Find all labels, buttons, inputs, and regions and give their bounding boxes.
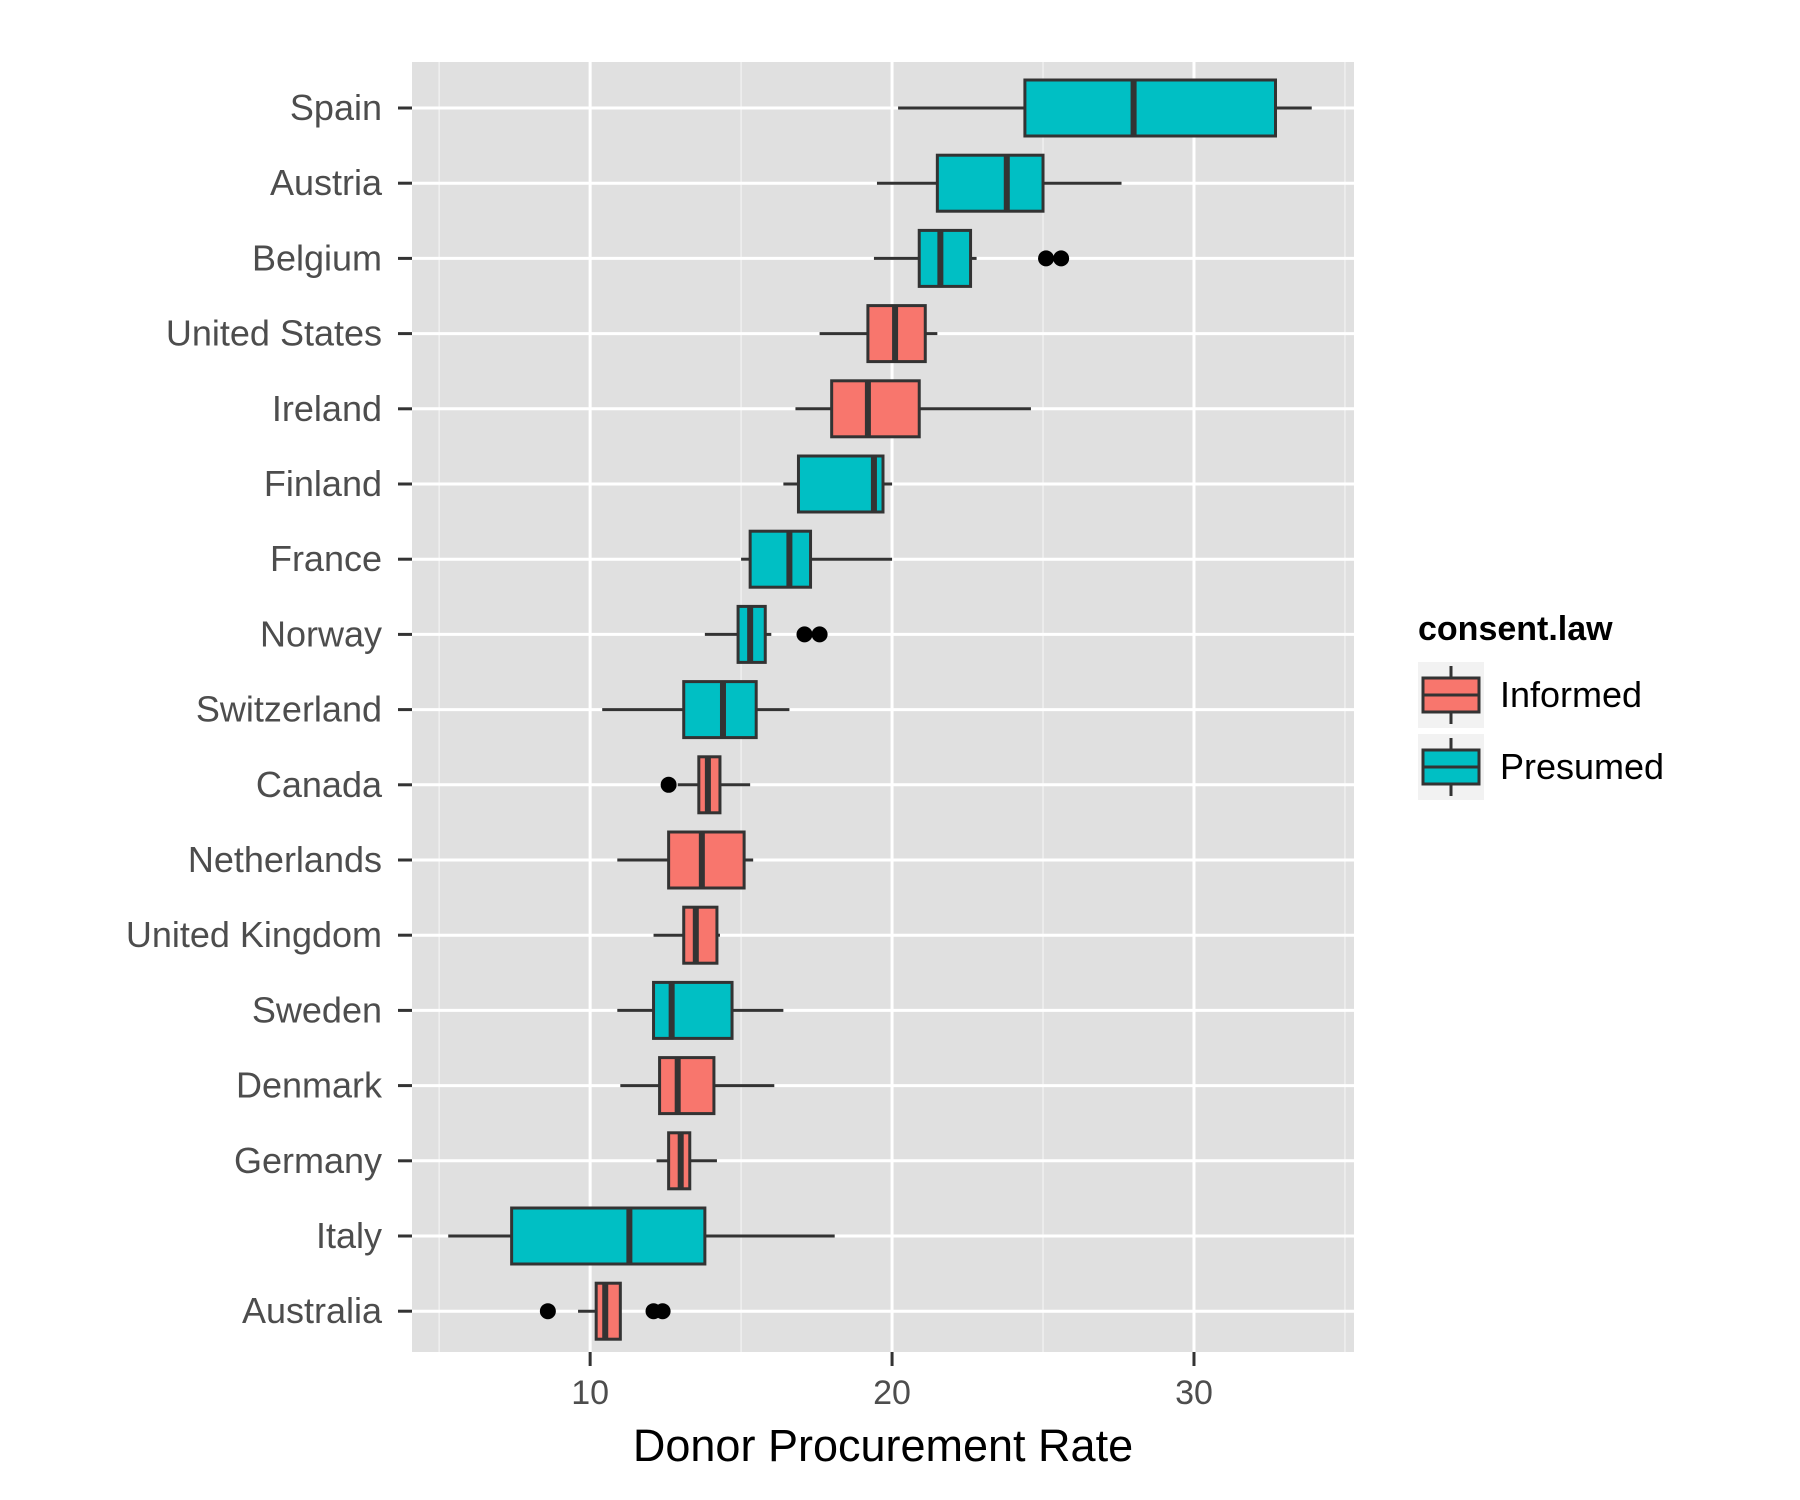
y-tick-label: Switzerland	[196, 689, 382, 730]
box-iqr	[748, 529, 813, 589]
y-tick-label: Finland	[264, 463, 382, 504]
x-tick-label: 30	[1175, 1374, 1213, 1412]
x-axis-title: Donor Procurement Rate	[633, 1420, 1133, 1471]
box-iqr	[594, 1281, 622, 1341]
y-tick-label: Sweden	[252, 989, 382, 1030]
box-denmark	[620, 1056, 775, 1116]
legend-label-informed: Informed	[1500, 674, 1642, 715]
box-iqr	[796, 454, 885, 514]
box-australia	[539, 1281, 671, 1341]
y-axis: Spain Austria Belgium United States Ireland F…	[126, 87, 412, 1331]
box-iqr	[830, 379, 921, 439]
box-austria	[876, 153, 1122, 213]
box-netherlands	[617, 830, 754, 890]
y-tick-label: Italy	[316, 1215, 382, 1256]
y-tick-label: France	[270, 538, 382, 579]
box-united-states	[819, 304, 938, 364]
minor-gridlines	[438, 62, 1346, 1352]
y-tick-label: Denmark	[236, 1065, 383, 1106]
y-tick-label: Norway	[260, 613, 382, 654]
box-canada	[660, 755, 751, 815]
outlier-point	[1038, 250, 1055, 267]
box-iqr	[682, 905, 719, 965]
box-iqr	[667, 830, 746, 890]
y-tick-label: Netherlands	[188, 839, 382, 880]
outlier-point	[654, 1303, 671, 1320]
x-tick-label: 20	[873, 1374, 911, 1412]
y-tick-label: United States	[166, 313, 382, 354]
legend-key-presumed: Presumed	[1418, 734, 1664, 800]
outlier-point	[796, 626, 813, 643]
box-iqr	[658, 1056, 716, 1116]
box-belgium	[873, 228, 1070, 288]
x-tick-label: 10	[571, 1374, 609, 1412]
legend-label-presumed: Presumed	[1500, 746, 1664, 787]
box-iqr	[917, 228, 973, 288]
box-ireland	[795, 379, 1031, 439]
box-italy	[448, 1206, 835, 1266]
y-tick-label: Ireland	[272, 388, 382, 429]
x-axis: 10 20 30	[571, 1352, 1213, 1412]
y-tick-label: Canada	[256, 764, 383, 805]
y-tick-label: United Kingdom	[126, 914, 382, 955]
y-tick-label: Austria	[270, 162, 383, 203]
y-tick-label: Germany	[234, 1140, 382, 1181]
y-tick-label: Australia	[242, 1290, 383, 1331]
box-norway	[704, 604, 828, 664]
box-spain	[898, 78, 1312, 138]
outlier-point	[811, 626, 828, 643]
box-iqr	[682, 680, 758, 740]
outlier-point	[660, 776, 677, 793]
y-tick-label: Spain	[290, 87, 382, 128]
box-iqr	[510, 1206, 707, 1266]
outlier-point	[1053, 250, 1070, 267]
box-sweden	[617, 980, 784, 1040]
legend: consent.law Informed Presumed	[1418, 610, 1664, 800]
box-switzerland	[602, 680, 790, 740]
outlier-point	[539, 1303, 556, 1320]
box-iqr	[652, 980, 734, 1040]
legend-key-informed: Informed	[1418, 662, 1642, 728]
box-france	[741, 529, 893, 589]
box-united-kingdom	[653, 905, 720, 965]
box-iqr	[1023, 78, 1277, 138]
box-iqr	[935, 153, 1045, 213]
legend-keys: Informed Presumed	[1418, 662, 1664, 800]
box-series	[448, 78, 1312, 1341]
legend-title: consent.law	[1418, 610, 1613, 648]
y-tick-label: Belgium	[252, 237, 382, 278]
box-germany	[656, 1131, 717, 1191]
plot-panel	[412, 62, 1354, 1352]
box-finland	[783, 454, 893, 514]
